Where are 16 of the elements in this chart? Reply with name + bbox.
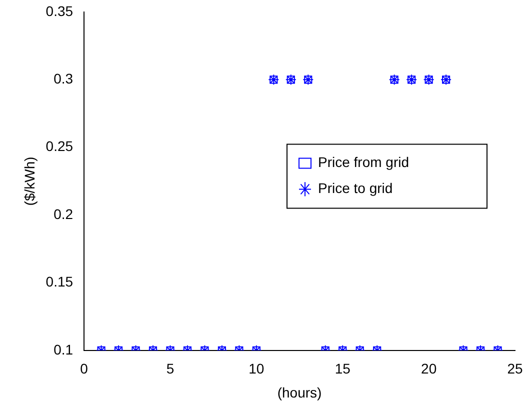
y-tick-label: 0.15 bbox=[46, 274, 74, 290]
y-tick-label: 0.2 bbox=[54, 206, 74, 222]
x-tick-label: 25 bbox=[507, 360, 523, 377]
y-tick-label: 0.3 bbox=[54, 70, 74, 87]
x-tick-label: 0 bbox=[80, 360, 88, 377]
y-tick-label: 0.1 bbox=[54, 341, 74, 358]
x-tick-label: 10 bbox=[248, 360, 264, 377]
x-tick-label: 20 bbox=[421, 360, 437, 377]
legend-label: Price from grid bbox=[318, 154, 410, 170]
x-axis-title: (hours) bbox=[277, 384, 322, 400]
legend-label: Price to grid bbox=[318, 180, 393, 196]
y-tick-label: 0.35 bbox=[46, 2, 74, 19]
y-axis-title: ($/kWh) bbox=[21, 156, 38, 206]
x-tick-label: 5 bbox=[166, 360, 174, 377]
x-tick-label: 15 bbox=[334, 360, 351, 377]
y-tick-label: 0.25 bbox=[46, 138, 74, 154]
